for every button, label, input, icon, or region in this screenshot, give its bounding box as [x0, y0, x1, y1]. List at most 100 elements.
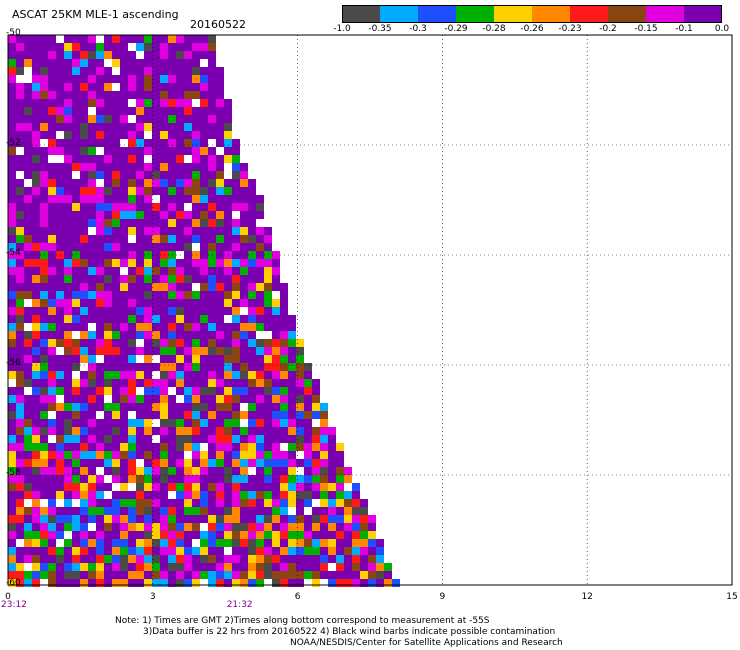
- swath-cell: [200, 427, 208, 435]
- swath-cell: [88, 283, 96, 291]
- swath-cell: [32, 139, 40, 147]
- swath-cell: [96, 419, 104, 427]
- swath-cell: [216, 83, 224, 91]
- swath-cell: [40, 403, 48, 411]
- swath-cell: [280, 371, 288, 379]
- swath-cell: [216, 283, 224, 291]
- swath-cell: [320, 563, 328, 571]
- swath-cell: [328, 435, 336, 443]
- swath-cell: [224, 147, 232, 155]
- swath-cell: [176, 211, 184, 219]
- swath-cell: [168, 67, 176, 75]
- swath-cell: [304, 515, 312, 523]
- swath-cell: [32, 211, 40, 219]
- swath-cell: [336, 451, 344, 459]
- swath-cell: [24, 219, 32, 227]
- swath-cell: [264, 307, 272, 315]
- swath-cell: [56, 451, 64, 459]
- swath-cell: [128, 419, 136, 427]
- swath-cell: [64, 275, 72, 283]
- swath-cell: [384, 563, 392, 571]
- swath-cell: [216, 243, 224, 251]
- swath-cell: [160, 347, 168, 355]
- swath-cell: [304, 435, 312, 443]
- swath-cell: [360, 547, 368, 555]
- swath-cell: [88, 315, 96, 323]
- swath-cell: [112, 427, 120, 435]
- swath-cell: [336, 579, 344, 587]
- swath-cell: [216, 435, 224, 443]
- swath-cell: [40, 275, 48, 283]
- swath-cell: [136, 531, 144, 539]
- swath-cell: [208, 555, 216, 563]
- swath-cell: [120, 43, 128, 51]
- swath-cell: [80, 99, 88, 107]
- swath-cell: [320, 403, 328, 411]
- swath-cell: [168, 139, 176, 147]
- swath-cell: [288, 451, 296, 459]
- swath-cell: [320, 411, 328, 419]
- swath-cell: [272, 323, 280, 331]
- swath-cell: [160, 483, 168, 491]
- swath-cell: [8, 91, 16, 99]
- swath-cell: [136, 227, 144, 235]
- swath-cell: [64, 315, 72, 323]
- swath-cell: [104, 227, 112, 235]
- swath-cell: [72, 435, 80, 443]
- swath-cell: [240, 259, 248, 267]
- swath-cell: [8, 507, 16, 515]
- swath-cell: [32, 307, 40, 315]
- swath-cell: [160, 163, 168, 171]
- swath-cell: [208, 523, 216, 531]
- swath-cell: [168, 155, 176, 163]
- swath-cell: [248, 419, 256, 427]
- swath-cell: [40, 291, 48, 299]
- swath-cell: [176, 563, 184, 571]
- swath-cell: [168, 411, 176, 419]
- swath-cell: [128, 267, 136, 275]
- swath-cell: [120, 547, 128, 555]
- swath-cell: [168, 75, 176, 83]
- swath-cell: [136, 371, 144, 379]
- swath-cell: [176, 443, 184, 451]
- swath-cell: [208, 459, 216, 467]
- swath-cell: [88, 99, 96, 107]
- swath-cell: [216, 315, 224, 323]
- swath-cell: [72, 243, 80, 251]
- swath-cell: [208, 235, 216, 243]
- swath-cell: [216, 299, 224, 307]
- swath-cell: [120, 243, 128, 251]
- swath-cell: [176, 99, 184, 107]
- swath-cell: [208, 579, 216, 587]
- swath-cell: [104, 275, 112, 283]
- swath-cell: [256, 443, 264, 451]
- swath-cell: [208, 499, 216, 507]
- swath-cell: [40, 163, 48, 171]
- swath-cell: [40, 355, 48, 363]
- swath-cell: [96, 579, 104, 587]
- swath-cell: [72, 155, 80, 163]
- swath-cell: [104, 163, 112, 171]
- swath-cell: [144, 555, 152, 563]
- swath-cell: [184, 235, 192, 243]
- swath-cell: [256, 355, 264, 363]
- swath-cell: [104, 147, 112, 155]
- swath-cell: [192, 507, 200, 515]
- swath-cell: [112, 115, 120, 123]
- swath-cell: [152, 179, 160, 187]
- swath-cell: [248, 547, 256, 555]
- swath-cell: [152, 467, 160, 475]
- swath-cell: [328, 507, 336, 515]
- swath-cell: [248, 299, 256, 307]
- swath-cell: [232, 515, 240, 523]
- swath-cell: [192, 499, 200, 507]
- swath-cell: [32, 99, 40, 107]
- swath-cell: [184, 179, 192, 187]
- swath-cell: [192, 363, 200, 371]
- swath-cell: [152, 539, 160, 547]
- swath-cell: [192, 139, 200, 147]
- swath-cell: [256, 563, 264, 571]
- swath-cell: [272, 475, 280, 483]
- swath-cell: [128, 35, 136, 43]
- swath-cell: [40, 339, 48, 347]
